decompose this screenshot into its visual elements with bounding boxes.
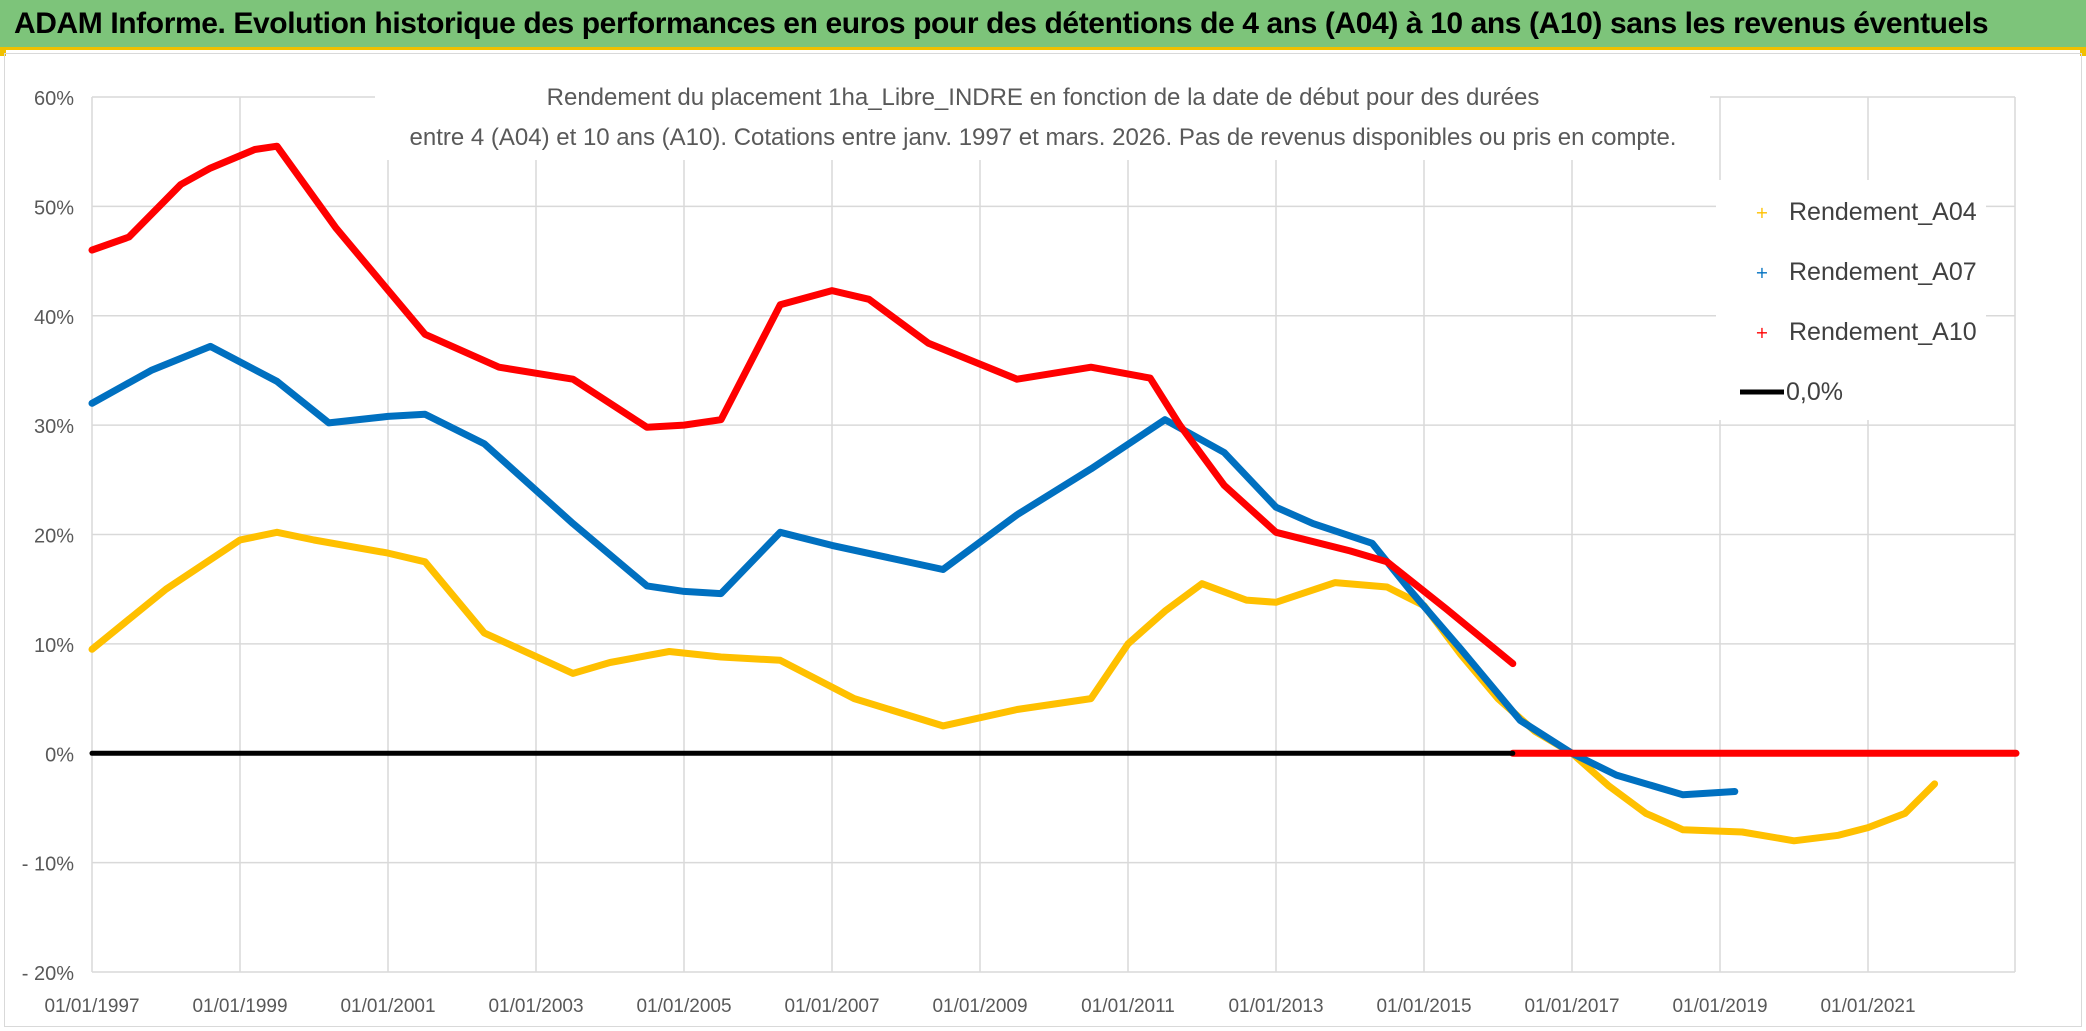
x-tick-label: 01/01/2009 (932, 996, 1027, 1017)
x-tick-label: 01/01/2015 (1376, 996, 1471, 1017)
legend-label: Rendement_A07 (1789, 258, 1977, 286)
legend-label: Rendement_A04 (1789, 198, 1977, 226)
x-tick-label: 01/01/2017 (1524, 996, 1619, 1017)
y-tick-label: 60% (34, 88, 74, 110)
legend-background (1716, 180, 1986, 420)
series-line-rendement-a07 (88, 342, 1739, 799)
y-tick-label: 20% (34, 526, 74, 548)
legend-label: 0,0% (1786, 378, 1843, 406)
y-tick-label: 0% (45, 744, 74, 766)
x-tick-label: 01/01/2005 (636, 996, 731, 1017)
x-tick-label: 01/01/2013 (1228, 996, 1323, 1017)
y-tick-label: 40% (34, 307, 74, 329)
y-tick-label: 30% (34, 416, 74, 438)
x-tick-label: 01/01/1999 (192, 996, 287, 1017)
y-tick-label: - 20% (22, 963, 74, 985)
chart-legend: + Rendement_A04 + Rendement_A07 + Rendement_A… (1716, 180, 1986, 420)
y-axis-ticks: 60% 50% 40% 30% 20% 10% 0% - 10% - 20% (22, 88, 74, 985)
series-lines (88, 142, 2020, 845)
x-tick-label: 01/01/2021 (1820, 996, 1915, 1017)
x-tick-label: 01/01/1997 (44, 996, 139, 1017)
series-line-rendement-a10 (88, 142, 1517, 668)
corner-accent-right (2080, 50, 2086, 56)
y-tick-label: - 10% (22, 854, 74, 876)
chart-title-line-2: entre 4 (A04) et 10 ans (A10). Cotations… (410, 124, 1677, 151)
chart-title-line-1: Rendement du placement 1ha_Libre_INDRE e… (547, 84, 1540, 111)
y-tick-label: 10% (34, 635, 74, 657)
corner-accent-left (0, 50, 6, 56)
x-tick-label: 01/01/2019 (1672, 996, 1767, 1017)
report-banner: ADAM Informe. Evolution historique des p… (0, 0, 2086, 50)
legend-marker-plus: + (1755, 203, 1768, 222)
legend-label: Rendement_A10 (1789, 318, 1977, 346)
grid-lines (91, 96, 2016, 973)
x-axis-ticks: 01/01/1997 01/01/1999 01/01/2001 01/01/2003… (44, 996, 1915, 1017)
chart-frame (4, 53, 2082, 1027)
legend-marker-plus: + (1755, 323, 1768, 342)
report-title: ADAM Informe. Evolution historique des p… (14, 6, 1989, 40)
chart-title-background (375, 74, 1710, 160)
legend-marker-plus: + (1755, 263, 1768, 282)
x-tick-label: 01/01/2011 (1081, 996, 1175, 1017)
series-line-rendement-a04 (88, 528, 1939, 845)
x-tick-label: 01/01/2001 (340, 996, 435, 1017)
y-tick-label: 50% (34, 197, 74, 219)
x-tick-label: 01/01/2003 (488, 996, 583, 1017)
x-tick-label: 01/01/2007 (784, 996, 879, 1017)
